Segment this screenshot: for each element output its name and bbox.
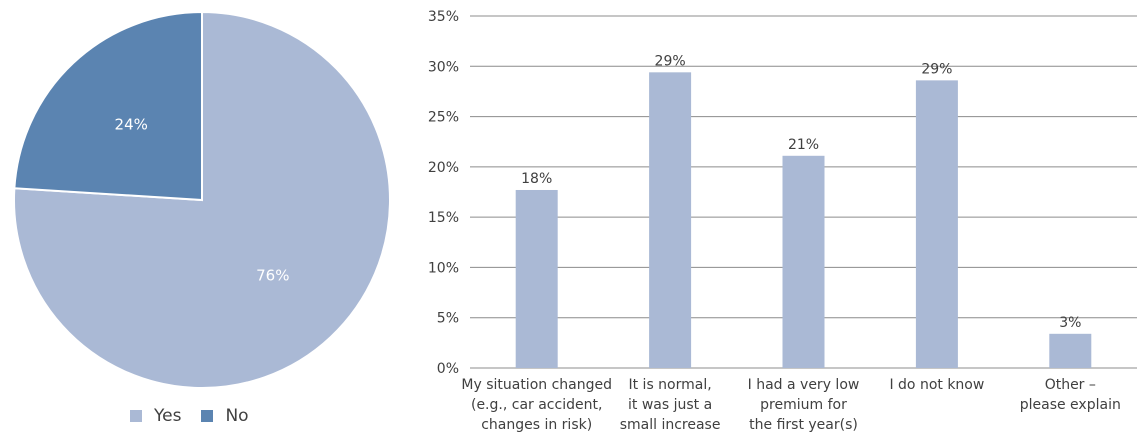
pie-label-no: 24% [115, 116, 148, 134]
bar-data-label: 29% [921, 61, 952, 77]
bar-data-label: 21% [788, 137, 819, 153]
x-category-label: premium for [760, 397, 847, 413]
y-tick-label: 5% [437, 311, 459, 327]
x-category-label: it was just a [628, 397, 712, 413]
bar [515, 189, 558, 368]
bar [649, 72, 692, 368]
pie-label-yes: 76% [256, 266, 289, 284]
x-category-label: It is normal, [628, 377, 711, 393]
pie-chart: 76% 24% [13, 10, 391, 389]
legend-label-yes: Yes [154, 406, 182, 426]
x-category-label: My situation changed [461, 377, 612, 393]
legend-label-no: No [225, 406, 249, 426]
x-category-label: please explain [1020, 397, 1121, 413]
x-category-label: changes in risk) [481, 417, 592, 433]
bar-data-label: 18% [521, 171, 552, 187]
x-category-label: the first year(s) [749, 417, 858, 433]
pie-slice-no [13, 10, 203, 202]
y-tick-label: 35% [428, 9, 459, 25]
bar [782, 155, 825, 368]
y-tick-label: 25% [428, 110, 459, 126]
legend-swatch-no [201, 410, 214, 422]
y-tick-label: 10% [428, 260, 459, 276]
x-category-label: Other – [1045, 377, 1096, 393]
x-category-label: I had a very low [748, 377, 860, 393]
x-category-label: small increase [620, 417, 721, 433]
y-tick-label: 20% [428, 160, 459, 176]
legend-swatch-yes [130, 410, 142, 422]
y-tick-label: 30% [428, 59, 459, 75]
x-category-label: (e.g., car accident, [471, 397, 602, 413]
pie-legend: Yes No [130, 406, 269, 426]
bar-data-label: 3% [1059, 315, 1081, 331]
x-category-label: I do not know [889, 377, 984, 393]
bar [915, 80, 958, 368]
y-tick-label: 0% [437, 361, 459, 377]
bar [1049, 333, 1092, 368]
y-tick-label: 15% [428, 210, 459, 226]
bar-data-label: 29% [655, 53, 686, 69]
